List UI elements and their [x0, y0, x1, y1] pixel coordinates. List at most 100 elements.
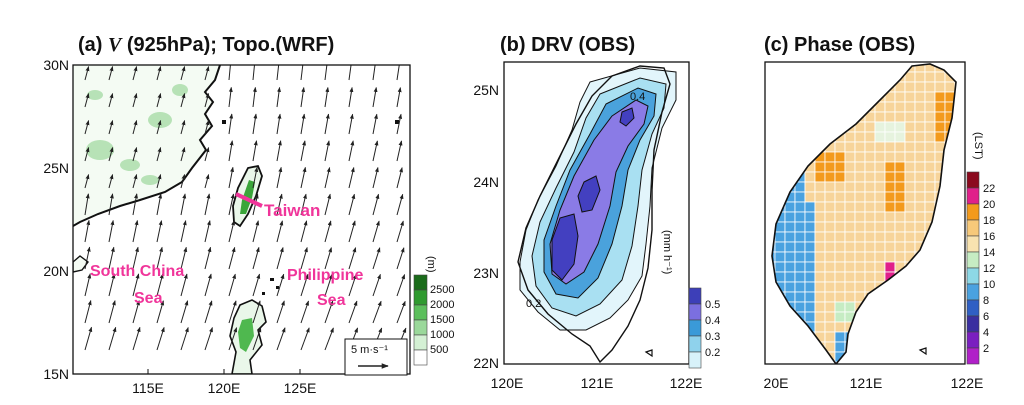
- wind-vector-37: [300, 113, 306, 135]
- phase-cell-77: [934, 91, 946, 103]
- panel-b: (b) DRV (OBS) 0.4 0.2 25N 24N 23N 22N 12…: [473, 34, 720, 391]
- wind-vector-138: [372, 300, 382, 324]
- wind-vector-69: [396, 167, 403, 189]
- wind-vector-13: [396, 65, 402, 81]
- phase-cell-149: [854, 131, 866, 143]
- phase-cell-216: [924, 161, 936, 173]
- phase-cell-274: [904, 191, 916, 203]
- wind-vector-134: [276, 300, 285, 324]
- tick-a-115e: 115E: [132, 380, 164, 396]
- wind-vector-115: [156, 273, 164, 297]
- phase-cell-194: [904, 151, 916, 163]
- tick-b-121e: 121E: [581, 375, 614, 391]
- phase-cell-215: [914, 161, 926, 173]
- phase-cell-151: [874, 131, 886, 143]
- wind-vector-143: [156, 326, 165, 351]
- wind-vector-112: [84, 273, 92, 297]
- wind-vector-16: [132, 93, 138, 108]
- wind-vector-54: [372, 140, 379, 162]
- wind-vector-90: [228, 220, 235, 243]
- wind-vector-24: [324, 87, 330, 108]
- phase-cell-363: [794, 241, 806, 253]
- phase-cell-307: [834, 211, 846, 223]
- tick-a-120e: 120E: [208, 380, 241, 396]
- wind-vector-34: [228, 113, 234, 135]
- wind-vector-26: [372, 87, 378, 108]
- wind-vector-144: [180, 327, 189, 351]
- phase-colorbar-swatch-2: [966, 203, 980, 221]
- phase-cell-361: [774, 241, 786, 253]
- wind-vector-60: [180, 174, 186, 189]
- phase-cell-333: [894, 221, 906, 233]
- wind-vector-9: [300, 65, 305, 81]
- phase-cell-404: [804, 261, 816, 273]
- contour-label-04: 0.4: [630, 91, 645, 103]
- wind-vector-15: [108, 93, 114, 108]
- phase-cell-391: [874, 251, 886, 263]
- phase-cell-466: [824, 291, 836, 303]
- phase-cell-369: [854, 241, 866, 253]
- phase-cell-315: [914, 211, 926, 223]
- phase-cell-370: [864, 241, 876, 253]
- wind-vector-11: [348, 65, 353, 81]
- wind-vector-140: [84, 326, 93, 351]
- topo-legend-swatch-1500: [413, 304, 428, 321]
- tick-b-22n: 22N: [473, 355, 499, 371]
- phase-cell-55: [914, 81, 926, 93]
- phase-cell-175: [914, 141, 926, 153]
- phase-cell-506: [824, 311, 836, 323]
- phase-cell-169: [854, 141, 866, 153]
- phase-cell-288: [844, 201, 856, 213]
- wind-vector-47: [204, 147, 210, 162]
- label-taiwan: Taiwan: [264, 201, 320, 220]
- phase-colorbar-label-22: 22: [983, 183, 995, 195]
- phase-cell-424: [804, 271, 816, 283]
- wind-vector-87: [156, 220, 163, 243]
- wind-vector-10: [324, 65, 329, 81]
- phase-cell-193: [894, 151, 906, 163]
- phase-cell-229: [854, 171, 866, 183]
- phase-cell-464: [804, 291, 816, 303]
- topography-legend: (m) 2500 2000 1500 1000 500: [413, 256, 454, 366]
- panel-c-map: [765, 62, 965, 364]
- phase-cell-546: [824, 331, 836, 343]
- topo-legend-label-1500: 1500: [430, 314, 454, 326]
- phase-colorbar-label-12: 12: [983, 263, 995, 275]
- phase-cell-96: [924, 101, 936, 113]
- phase-cell-463: [794, 291, 806, 303]
- phase-cell-266: [824, 191, 836, 203]
- phase-cell-425: [814, 271, 826, 283]
- wind-vector-83: [396, 193, 404, 216]
- phase-cell-326: [824, 221, 836, 233]
- phase-cell-547: [834, 331, 846, 343]
- phase-cell-306: [824, 211, 836, 223]
- wind-vector-64: [276, 166, 283, 189]
- phase-colorbar-swatch-10: [966, 331, 980, 349]
- tick-a-20n: 20N: [43, 263, 69, 279]
- taiwan-outline-c: [771, 63, 957, 364]
- topo-legend-label-2000: 2000: [430, 299, 454, 311]
- phase-cell-393: [894, 251, 906, 263]
- phase-cell-36: [924, 71, 936, 83]
- wind-vector-68: [372, 167, 379, 189]
- phase-cell-366: [824, 241, 836, 253]
- wind-vector-29: [108, 120, 114, 135]
- phase-cell-371: [874, 241, 886, 253]
- wind-vector-130: [180, 300, 189, 324]
- wind-vector-33: [204, 120, 210, 135]
- wind-vector-96: [372, 220, 380, 243]
- phase-cell-226: [824, 171, 836, 183]
- wind-vector-111: [396, 247, 405, 270]
- hainan-coast: [73, 255, 89, 273]
- wind-vector-66: [324, 167, 331, 189]
- phase-cell-76: [924, 91, 936, 103]
- tick-b-23n: 23N: [473, 265, 499, 281]
- phase-cell-73: [894, 91, 906, 103]
- phase-cell-430: [864, 271, 876, 283]
- phase-cell-290: [864, 201, 876, 213]
- wind-vector-20: [228, 86, 233, 108]
- wind-vector-81: [348, 193, 356, 216]
- wind-vector-120: [276, 273, 285, 297]
- phase-cell-372: [884, 241, 896, 253]
